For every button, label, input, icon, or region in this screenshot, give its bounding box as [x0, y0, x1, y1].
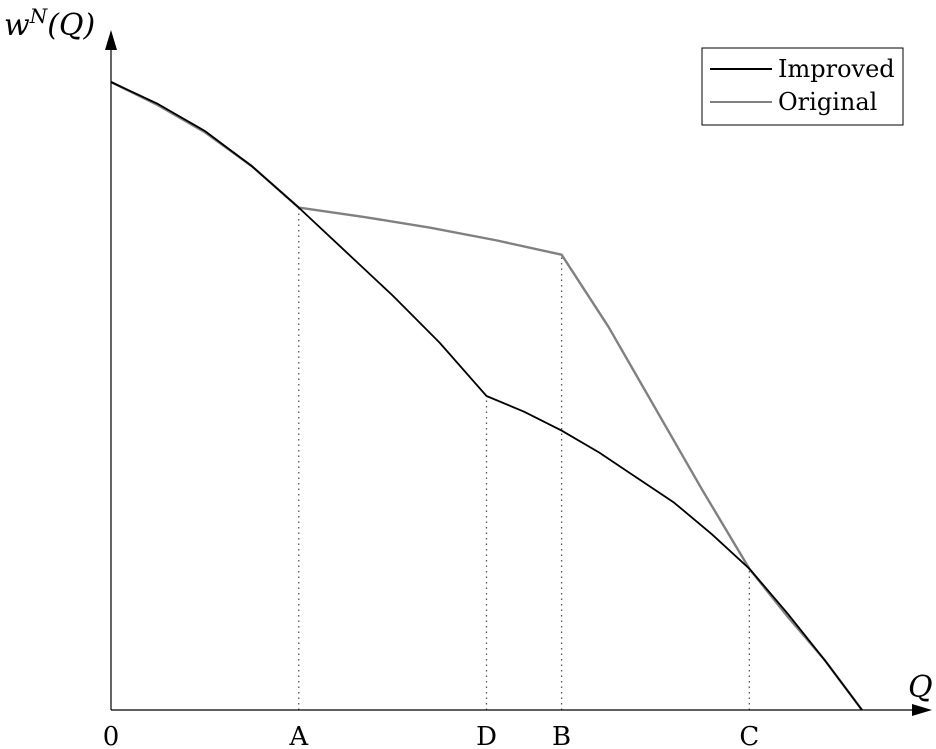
- x-tick-label-0: 0: [103, 722, 120, 749]
- axes: [105, 30, 932, 716]
- y-axis-label-base: w: [4, 8, 30, 43]
- legend: Improved Original: [701, 47, 904, 126]
- y-axis-label-arg: (Q): [47, 8, 95, 43]
- y-axis-label-sup: N: [29, 4, 49, 28]
- series-line-improved: [110, 81, 863, 711]
- y-axis-label: wN(Q): [4, 4, 95, 43]
- series-lines: [110, 80, 863, 711]
- x-tick-label-c: C: [739, 722, 759, 749]
- y-axis-arrowhead: [105, 30, 117, 50]
- legend-box: [701, 47, 904, 126]
- x-axis-arrowhead: [912, 704, 932, 716]
- x-tick-label-d: D: [476, 722, 497, 749]
- x-axis-label: Q: [908, 670, 933, 705]
- legend-label-original: Original: [778, 88, 877, 116]
- x-tick-labels: 0 A D B C: [103, 722, 760, 749]
- legend-label-improved: Improved: [778, 55, 895, 83]
- guide-lines: [298, 207, 750, 710]
- x-tick-label-b: B: [552, 722, 571, 749]
- x-tick-label-a: A: [288, 722, 309, 749]
